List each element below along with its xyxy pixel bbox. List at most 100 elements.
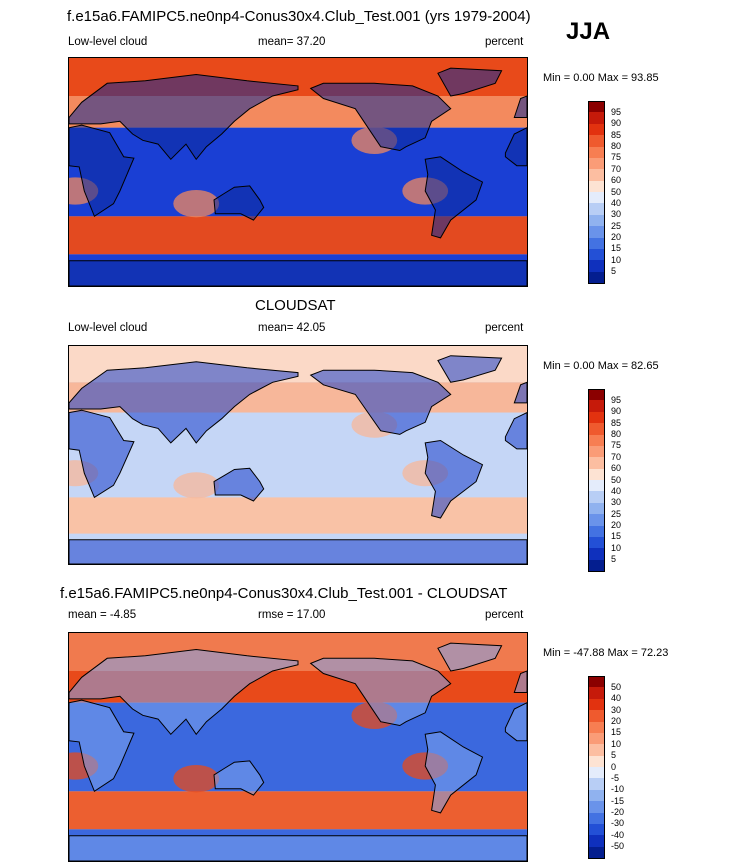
colorbar-label: 50 bbox=[611, 186, 622, 197]
colorbar-label: 75 bbox=[611, 440, 622, 451]
continent-outline bbox=[424, 156, 484, 239]
map-field bbox=[69, 346, 527, 564]
panel-3-rmse-label: rmse = 17.00 bbox=[258, 609, 326, 621]
colorbar-swatch bbox=[588, 732, 605, 745]
panel-3-mean-label: mean = -4.85 bbox=[68, 609, 137, 621]
colorbar-swatch bbox=[588, 812, 605, 825]
colorbar-swatch bbox=[588, 548, 605, 561]
colorbar-label: 20 bbox=[611, 716, 622, 726]
colorbar-swatch bbox=[588, 157, 605, 170]
colorbar-label: 10 bbox=[611, 542, 622, 553]
colorbar-swatch bbox=[588, 180, 605, 193]
colorbar-label: 40 bbox=[611, 485, 622, 496]
colorbar-label: 40 bbox=[611, 197, 622, 208]
colorbar-label: 85 bbox=[611, 129, 622, 140]
colorbar-swatch bbox=[588, 755, 605, 768]
panel-3-min-max: Min = -47.88 Max = 72.23 bbox=[543, 647, 669, 659]
panel-2-units-label: percent bbox=[485, 322, 524, 334]
colorbar-label: 0 bbox=[611, 761, 617, 772]
continent-outline bbox=[213, 185, 265, 221]
continent-outline bbox=[437, 67, 503, 97]
colorbar-swatch bbox=[588, 457, 605, 470]
colorbar-label: 30 bbox=[611, 704, 622, 715]
colorbar-swatch bbox=[588, 778, 605, 791]
colorbar-swatch bbox=[588, 214, 605, 227]
colorbar-label: 90 bbox=[611, 406, 622, 417]
colorbar-label: 10 bbox=[611, 254, 622, 265]
colorbar-label: -30 bbox=[611, 818, 625, 829]
colorbar-label: 70 bbox=[611, 451, 622, 462]
panel-1-min-max: Min = 0.00 Max = 93.85 bbox=[543, 72, 659, 84]
panel-1-title: f.e15a6.FAMIPC5.ne0np4-Conus30x4.Club_Te… bbox=[67, 8, 531, 25]
continent-outline bbox=[437, 355, 503, 383]
colorbar-swatch bbox=[588, 536, 605, 549]
southern-ocean-band bbox=[69, 791, 527, 830]
colorbar-label: -10 bbox=[611, 784, 625, 795]
colorbar-swatch bbox=[588, 112, 605, 125]
colorbar-swatch bbox=[588, 744, 605, 757]
continent-outline bbox=[69, 409, 135, 499]
map-field bbox=[69, 58, 527, 286]
continent-outline bbox=[69, 835, 527, 861]
panel-2-min-max: Min = 0.00 Max = 82.65 bbox=[543, 360, 659, 372]
colorbar-swatch bbox=[588, 203, 605, 216]
panel-2-mean-label: mean= 42.05 bbox=[258, 322, 326, 334]
colorbar-label: 25 bbox=[611, 508, 622, 519]
southern-ocean-band bbox=[69, 497, 527, 534]
colorbar-swatch bbox=[588, 502, 605, 515]
colorbar-swatch bbox=[588, 676, 605, 688]
colorbar-label: -40 bbox=[611, 829, 625, 840]
colorbar-swatch bbox=[588, 434, 605, 447]
colorbar-label: 80 bbox=[611, 429, 622, 439]
colorbar-label: 15 bbox=[611, 243, 622, 254]
panel-3-title: f.e15a6.FAMIPC5.ne0np4-Conus30x4.Club_Te… bbox=[60, 585, 508, 602]
colorbar-swatch bbox=[588, 260, 605, 273]
continent-outline bbox=[69, 260, 527, 286]
colorbar-swatch bbox=[588, 169, 605, 182]
continent-outline bbox=[424, 731, 484, 814]
colorbar-label: 20 bbox=[611, 520, 622, 530]
colorbar-label: 20 bbox=[611, 232, 622, 242]
panel-2-variable-label: Low-level cloud bbox=[68, 322, 148, 334]
panel-3-units-label: percent bbox=[485, 609, 524, 621]
stratocumulus-region bbox=[173, 472, 220, 499]
colorbar-swatch bbox=[588, 710, 605, 722]
colorbar-label: 5 bbox=[611, 554, 617, 565]
colorbar-swatch bbox=[588, 146, 605, 159]
panel-1-mean-label: mean= 37.20 bbox=[258, 36, 326, 48]
colorbar-label: 50 bbox=[611, 681, 622, 692]
colorbar-label: 30 bbox=[611, 209, 622, 220]
season-label: JJA bbox=[566, 18, 611, 45]
colorbar-swatch bbox=[588, 445, 605, 458]
continent-outline bbox=[309, 657, 452, 727]
continent-outline bbox=[504, 702, 527, 742]
colorbar-swatch bbox=[588, 480, 605, 492]
colorbar-swatch bbox=[588, 767, 605, 779]
colorbar-label: 5 bbox=[611, 750, 617, 761]
continent-outline bbox=[309, 82, 452, 152]
colorbar-swatch bbox=[588, 823, 605, 836]
panel-3-map bbox=[68, 632, 528, 862]
panel-2-title: CLOUDSAT bbox=[255, 297, 336, 314]
colorbar-swatch bbox=[588, 135, 605, 147]
colorbar-label: 40 bbox=[611, 693, 622, 704]
colorbar-swatch bbox=[588, 400, 605, 413]
colorbar-label: 75 bbox=[611, 152, 622, 163]
continent-outline bbox=[213, 760, 265, 796]
panel-1-colorbar: 95 90 85 80 75 70 60 50 40 30 25 20 15 10 5 bbox=[588, 101, 638, 284]
colorbar-label: 60 bbox=[611, 175, 622, 186]
continent-outline bbox=[69, 361, 299, 444]
colorbar-swatch bbox=[588, 835, 605, 848]
colorbar-swatch bbox=[588, 411, 605, 424]
colorbar-swatch bbox=[588, 846, 605, 859]
colorbar-swatch bbox=[588, 525, 605, 538]
continent-outline bbox=[69, 699, 135, 793]
panel-1-units-label: percent bbox=[485, 36, 524, 48]
stratocumulus-region bbox=[173, 764, 220, 793]
colorbar-label: -20 bbox=[611, 807, 625, 817]
colorbar-label: -15 bbox=[611, 795, 625, 806]
continent-outline bbox=[69, 73, 299, 161]
continent-outline bbox=[513, 670, 527, 693]
panel-3-colorbar: 50 40 30 20 15 10 5 0 -5 -10 -15 -20 -30 -40 -50 bbox=[588, 676, 638, 859]
colorbar-swatch bbox=[588, 192, 605, 204]
